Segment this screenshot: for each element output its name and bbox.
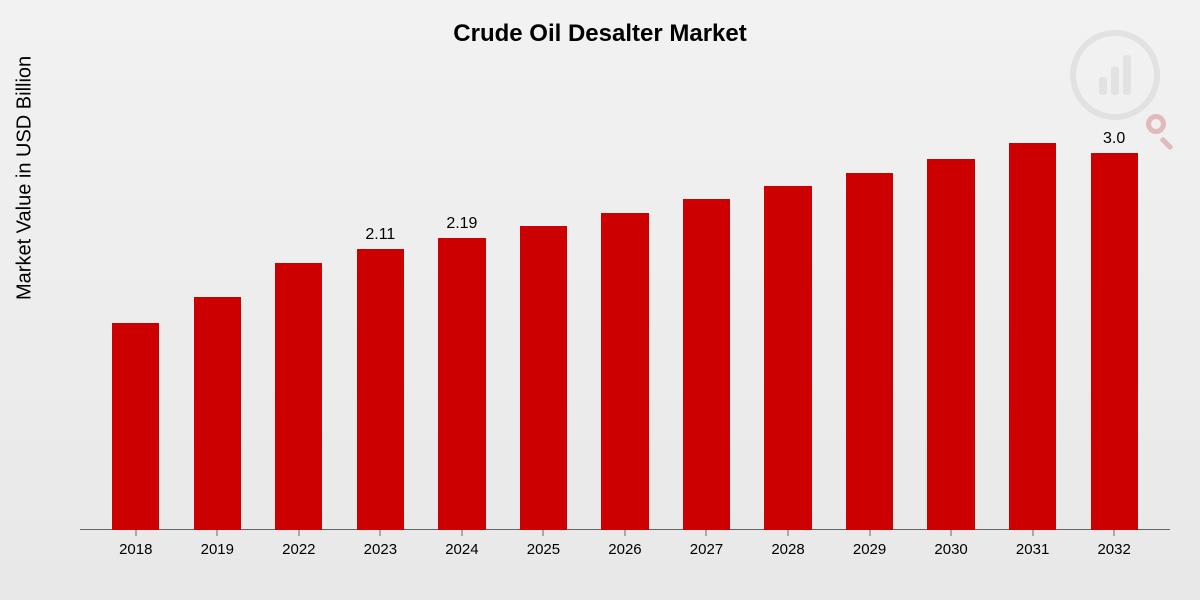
bar (764, 186, 811, 530)
x-tick-label: 2022 (282, 541, 315, 558)
x-tick (869, 530, 870, 536)
x-tick (217, 530, 218, 536)
x-tick-label: 2024 (445, 541, 478, 558)
bar (927, 159, 974, 530)
watermark-bars (1099, 55, 1131, 95)
bar (357, 249, 404, 530)
x-tick-label: 2023 (364, 541, 397, 558)
bar-wrapper: 2022 (258, 130, 340, 530)
x-tick-label: 2018 (119, 541, 152, 558)
x-tick (543, 530, 544, 536)
bar (194, 297, 241, 530)
bar-wrapper: 2026 (584, 130, 666, 530)
x-tick-label: 2032 (1097, 541, 1130, 558)
bar-wrapper: 2.192024 (421, 130, 503, 530)
bar-value-label: 3.0 (1103, 130, 1125, 148)
x-tick (1032, 530, 1033, 536)
bar (275, 263, 322, 530)
x-tick-label: 2030 (934, 541, 967, 558)
x-tick (380, 530, 381, 536)
bar (683, 199, 730, 530)
x-tick (624, 530, 625, 536)
plot-area: 2018201920222.1120232.192024202520262027… (80, 130, 1170, 530)
x-tick (1114, 530, 1115, 536)
watermark-bar-3 (1123, 55, 1131, 95)
x-tick-label: 2025 (527, 541, 560, 558)
bar-wrapper: 3.02032 (1073, 130, 1155, 530)
x-tick-label: 2027 (690, 541, 723, 558)
watermark-logo (1070, 30, 1160, 120)
x-tick (706, 530, 707, 536)
bar (846, 173, 893, 530)
bar-wrapper: 2031 (992, 130, 1074, 530)
bar (438, 238, 485, 530)
x-tick-label: 2019 (201, 541, 234, 558)
x-tick-label: 2028 (771, 541, 804, 558)
x-tick (298, 530, 299, 536)
watermark-bar-1 (1099, 77, 1107, 95)
x-tick-label: 2026 (608, 541, 641, 558)
bar-wrapper: 2.112023 (340, 130, 422, 530)
bar (1091, 153, 1138, 530)
x-tick (951, 530, 952, 536)
bar-wrapper: 2030 (910, 130, 992, 530)
x-tick-label: 2031 (1016, 541, 1049, 558)
bar-wrapper: 2018 (95, 130, 177, 530)
x-tick (135, 530, 136, 536)
chart-container: Crude Oil Desalter Market Market Value i… (0, 0, 1200, 600)
chart-title: Crude Oil Desalter Market (453, 20, 746, 48)
bar (112, 323, 159, 530)
bar-wrapper: 2028 (747, 130, 829, 530)
bar-wrapper: 2019 (177, 130, 259, 530)
watermark-bar-2 (1111, 67, 1119, 95)
y-axis-label: Market Value in USD Billion (14, 56, 37, 300)
bar-value-label: 2.11 (365, 226, 395, 244)
bars-container: 2018201920222.1120232.192024202520262027… (80, 130, 1170, 530)
bar (601, 213, 648, 530)
x-tick (461, 530, 462, 536)
bar-wrapper: 2027 (666, 130, 748, 530)
bar (520, 226, 567, 530)
x-tick-label: 2029 (853, 541, 886, 558)
bar-wrapper: 2029 (829, 130, 911, 530)
bar-wrapper: 2025 (503, 130, 585, 530)
bar (1009, 143, 1056, 530)
bar-value-label: 2.19 (446, 215, 477, 233)
x-tick (788, 530, 789, 536)
